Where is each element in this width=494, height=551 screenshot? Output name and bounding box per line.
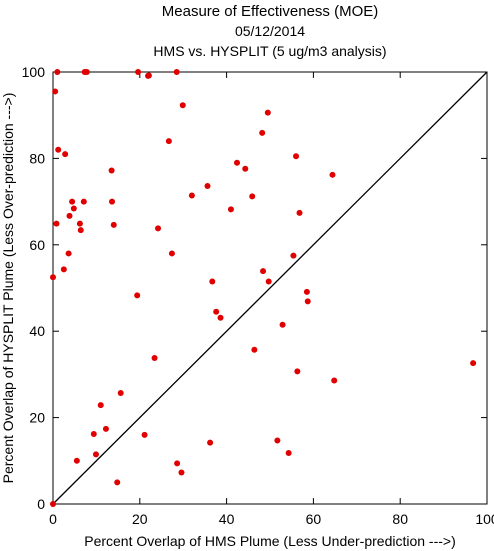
data-point [117, 389, 124, 396]
y-tick-label: 60 [29, 237, 45, 253]
data-point [470, 360, 477, 367]
y-tick-label: 80 [29, 150, 45, 166]
y-tick-label: 100 [22, 64, 46, 80]
plot-frame [52, 71, 488, 505]
y-tick-label: 20 [29, 410, 45, 426]
data-point [260, 268, 267, 275]
data-point [151, 354, 158, 361]
plot-area: 0 20 40 60 80 100 0 20 40 60 80 100 [22, 64, 494, 527]
data-point [264, 109, 271, 116]
data-point [134, 292, 141, 299]
data-point [165, 138, 172, 145]
data-point [279, 321, 286, 328]
y-tick-label: 0 [37, 496, 45, 512]
data-point [242, 165, 249, 172]
data-point [168, 250, 175, 257]
data-point [114, 479, 121, 486]
x-tick-label: 100 [475, 511, 494, 527]
data-point [62, 151, 69, 158]
data-point [141, 431, 148, 438]
data-point [296, 209, 303, 216]
data-point [69, 198, 76, 205]
data-point [92, 451, 99, 458]
data-point [108, 167, 115, 174]
x-axis-label: Percent Overlap of HMS Plume (Less Under… [84, 533, 456, 549]
data-point [97, 402, 104, 409]
data-point [329, 171, 336, 178]
data-point [204, 183, 211, 190]
data-point [234, 159, 241, 166]
data-point [50, 501, 56, 507]
data-point [80, 198, 87, 205]
data-point [303, 288, 310, 295]
data-point [50, 274, 56, 281]
data-point [135, 69, 142, 75]
data-point [53, 220, 60, 227]
y-axis-label: Percent Overlap of HYSPLIT Plume (Less O… [0, 93, 16, 484]
chart-date: 05/12/2014 [235, 23, 305, 39]
data-point [213, 308, 220, 315]
data-point [217, 314, 224, 321]
data-point [293, 153, 300, 160]
data-point [66, 212, 73, 219]
data-point [83, 69, 90, 75]
data-point [109, 198, 116, 205]
data-point [173, 69, 180, 75]
data-point [304, 298, 311, 305]
data-point [65, 250, 72, 257]
data-point [227, 206, 234, 213]
data-point [274, 437, 281, 444]
data-point [76, 220, 83, 227]
data-point [110, 221, 117, 228]
x-tick-label: 80 [392, 511, 408, 527]
data-point [77, 227, 84, 234]
x-tick-label: 20 [132, 511, 148, 527]
data-point [73, 457, 80, 464]
chart-subtitle: HMS vs. HYSPLIT (5 ug/m3 analysis) [153, 43, 386, 59]
y-tick-label: 40 [29, 323, 45, 339]
data-point [60, 266, 67, 273]
data-point [155, 225, 162, 232]
data-point [145, 72, 152, 79]
data-point [188, 192, 195, 199]
x-tick-label: 0 [49, 511, 57, 527]
x-tick-label: 40 [219, 511, 235, 527]
data-point [70, 205, 77, 212]
chart-title: Measure of Effectiveness (MOE) [162, 3, 378, 20]
data-point [102, 425, 109, 432]
data-point [55, 146, 62, 153]
data-point [331, 377, 338, 384]
data-point [285, 450, 292, 457]
data-point [52, 88, 59, 95]
one-to-one-line [52, 71, 488, 505]
data-point [90, 431, 97, 438]
data-point [54, 69, 61, 75]
data-point [251, 346, 258, 353]
data-point [249, 193, 256, 200]
data-point [265, 278, 272, 285]
data-point [290, 252, 297, 259]
x-tick-label: 60 [306, 511, 322, 527]
data-point [294, 368, 301, 375]
data-point [209, 278, 216, 285]
data-point [259, 129, 266, 136]
data-point [207, 439, 214, 446]
data-point [179, 102, 186, 109]
data-point [174, 460, 181, 467]
data-point [178, 469, 185, 476]
